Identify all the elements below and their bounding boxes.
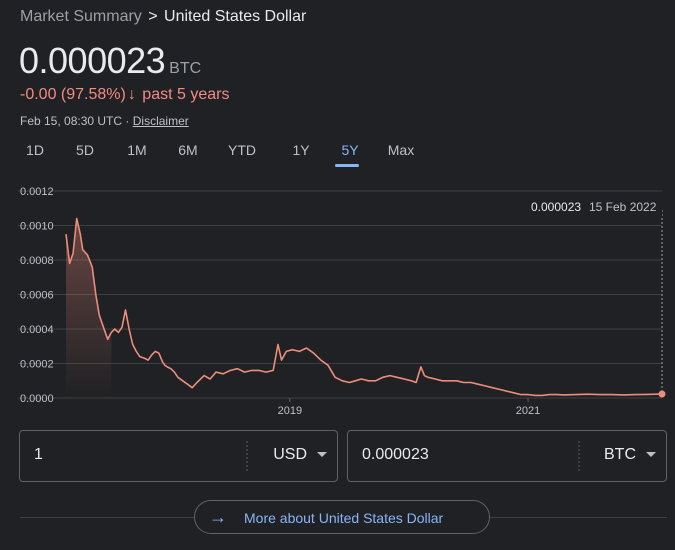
chart-series bbox=[65, 210, 666, 398]
tab-1y[interactable]: 1Y bbox=[292, 142, 310, 158]
y-tick-label: 0.0004 bbox=[20, 324, 54, 336]
price-change: -0.00 (97.58%) ↓ past 5 years bbox=[20, 86, 229, 104]
price-display: 0.000023 BTC bbox=[19, 40, 201, 82]
tooltip-date: 15 Feb 2022 bbox=[589, 200, 657, 214]
arrow-right-icon: → bbox=[209, 507, 227, 527]
y-tick-label: 0.0012 bbox=[20, 186, 54, 198]
breadcrumb: Market Summary > United States Dollar bbox=[20, 8, 306, 26]
hover-point bbox=[658, 390, 666, 398]
tab-6m[interactable]: 6M bbox=[178, 142, 198, 158]
tooltip-box bbox=[527, 195, 662, 217]
tab-5d[interactable]: 5D bbox=[76, 142, 94, 158]
more-about-button[interactable]: → More about United States Dollar bbox=[194, 500, 490, 534]
change-percent: (97.58%) bbox=[60, 86, 126, 103]
x-axis: 2019 2021 bbox=[278, 398, 540, 417]
breadcrumb-parent[interactable]: Market Summary bbox=[20, 8, 142, 25]
currency-label-from: USD bbox=[273, 446, 307, 463]
tab-1m[interactable]: 1M bbox=[127, 142, 147, 158]
tab-ytd[interactable]: YTD bbox=[228, 142, 256, 158]
breadcrumb-current: United States Dollar bbox=[164, 8, 307, 25]
resize-grip bbox=[246, 441, 248, 471]
y-tick-label: 0.0002 bbox=[20, 359, 54, 371]
price-chart[interactable]: 0.0000 0.0002 0.0004 0.0006 0.0008 0.0010 0.00… bbox=[0, 178, 675, 420]
price-value: 0.000023 bbox=[19, 40, 166, 81]
chart-tooltip: 0.000023 15 Feb 2022 bbox=[527, 195, 662, 217]
currency-select-to[interactable]: BTC bbox=[604, 446, 656, 464]
y-tick-label: 0.0008 bbox=[20, 255, 54, 267]
meta-separator: · bbox=[125, 114, 130, 128]
disclaimer-link[interactable]: Disclaimer bbox=[132, 114, 189, 128]
down-arrow-icon: ↓ bbox=[127, 86, 136, 103]
amount-input-from[interactable] bbox=[34, 446, 184, 464]
tab-5y[interactable]: 5Y bbox=[341, 142, 359, 158]
x-tick-label: 2021 bbox=[516, 405, 540, 417]
y-tick-label: 0.0000 bbox=[20, 393, 54, 405]
breadcrumb-separator: > bbox=[148, 8, 158, 25]
y-tick-label: 0.0006 bbox=[20, 290, 54, 302]
series-line bbox=[65, 217, 663, 397]
more-about-label: More about United States Dollar bbox=[244, 510, 444, 526]
x-tick-label: 2019 bbox=[278, 405, 302, 417]
chart-grid bbox=[18, 190, 662, 399]
timestamp-line: Feb 15, 08:30 UTC · Disclaimer bbox=[20, 114, 189, 128]
series-area bbox=[66, 218, 112, 398]
dropdown-caret-icon bbox=[317, 452, 327, 458]
y-axis: 0.0000 0.0002 0.0004 0.0006 0.0008 0.0010 0.00… bbox=[20, 186, 54, 405]
currency-label-to: BTC bbox=[604, 446, 636, 463]
tab-1d[interactable]: 1D bbox=[26, 142, 44, 158]
y-tick-label: 0.0010 bbox=[20, 221, 54, 233]
timestamp: Feb 15, 08:30 UTC bbox=[20, 114, 123, 128]
change-amount: -0.00 bbox=[20, 86, 57, 103]
currency-select-from[interactable]: USD bbox=[273, 446, 327, 464]
converter-from: USD bbox=[19, 430, 338, 482]
price-unit: BTC bbox=[169, 60, 202, 77]
change-period: past 5 years bbox=[142, 86, 230, 103]
tab-max[interactable]: Max bbox=[387, 142, 415, 158]
amount-input-to[interactable] bbox=[362, 446, 512, 464]
dropdown-caret-icon bbox=[646, 452, 656, 458]
active-tab-indicator bbox=[335, 164, 359, 167]
tooltip-value: 0.000023 bbox=[531, 200, 581, 214]
resize-grip bbox=[578, 441, 580, 471]
converter-to: BTC bbox=[347, 430, 667, 482]
